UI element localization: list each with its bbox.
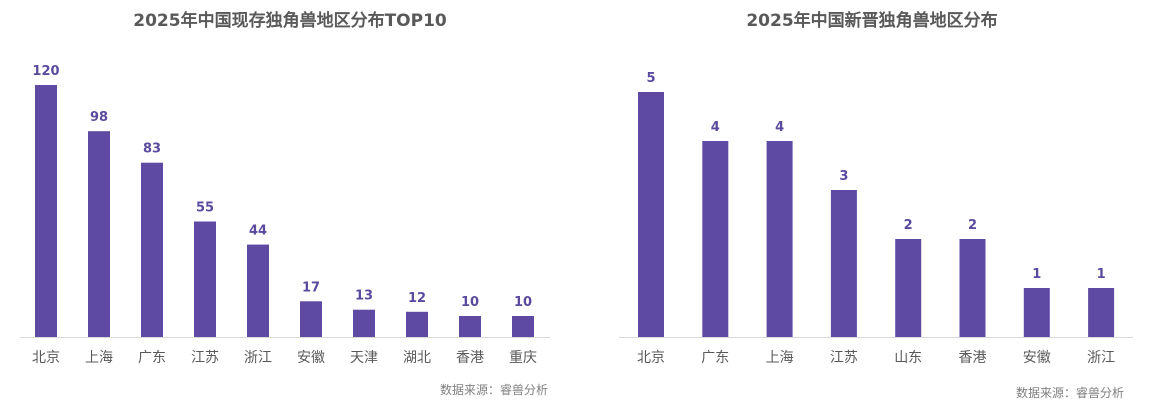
left-bars: 120 北京 98 上海 83 广东 55 江苏 44 浙江 17 安徽 13 天津 12 湖北 10 香港 10 重…	[32, 64, 537, 366]
bar	[300, 301, 322, 337]
x-tick-label: 上海	[85, 350, 113, 366]
data-label: 44	[249, 224, 267, 239]
data-label: 1	[1032, 267, 1041, 282]
data-label: 4	[711, 120, 720, 135]
x-tick-label: 江苏	[191, 350, 219, 366]
x-tick-label: 安徽	[1023, 350, 1051, 366]
x-tick-label: 上海	[766, 350, 794, 366]
data-label: 2	[968, 218, 977, 233]
data-label: 1	[1097, 267, 1106, 282]
x-tick-label: 广东	[701, 350, 729, 366]
data-label: 4	[775, 120, 784, 135]
x-tick-label: 香港	[456, 350, 484, 366]
bar	[247, 244, 269, 337]
bar	[638, 92, 664, 337]
data-label: 13	[355, 289, 373, 304]
x-tick-label: 山东	[894, 350, 922, 366]
x-tick-label: 湖北	[403, 350, 431, 366]
x-tick-label: 浙江	[244, 350, 272, 366]
bar	[35, 85, 57, 337]
chart-title-left: 2025年中国现存独角兽地区分布TOP10	[133, 10, 447, 31]
x-tick-label: 广东	[138, 350, 166, 366]
data-label: 98	[90, 110, 108, 125]
bar	[459, 316, 481, 337]
x-tick-label: 香港	[959, 350, 987, 366]
bar	[406, 311, 428, 337]
right-bars: 5 北京 4 广东 4 上海 3 江苏 2 山东 2 香港 1 安徽 1 浙江	[637, 71, 1115, 366]
bar	[512, 316, 534, 337]
bar	[830, 190, 857, 337]
x-tick-label: 江苏	[830, 350, 858, 366]
x-tick-label: 浙江	[1087, 350, 1115, 366]
data-label: 120	[32, 64, 59, 79]
data-label: 17	[302, 280, 320, 295]
source-note-left: 数据来源：睿兽分析	[440, 382, 548, 397]
x-tick-label: 重庆	[509, 350, 537, 366]
bar	[141, 162, 163, 337]
data-label: 83	[143, 142, 161, 157]
data-label: 2	[904, 218, 913, 233]
x-tick-label: 安徽	[297, 350, 325, 366]
bar	[702, 141, 729, 337]
data-label: 10	[461, 295, 479, 310]
bar	[1023, 288, 1050, 337]
x-tick-label: 北京	[32, 350, 60, 366]
data-label: 12	[408, 291, 426, 306]
data-label: 5	[646, 71, 655, 86]
x-tick-label: 天津	[350, 350, 378, 366]
bar	[959, 239, 986, 337]
source-note-right: 数据来源：睿兽分析	[1016, 385, 1124, 400]
bar	[353, 309, 375, 337]
data-label: 3	[839, 169, 848, 184]
bar	[766, 141, 793, 337]
chart-title-right: 2025年中国新晋独角兽地区分布	[746, 10, 997, 31]
data-label: 10	[514, 295, 532, 310]
bar	[895, 239, 922, 337]
bar	[194, 221, 216, 337]
bar	[88, 131, 110, 337]
x-tick-label: 北京	[637, 350, 665, 366]
data-label: 55	[196, 201, 214, 216]
bar	[1088, 288, 1115, 337]
